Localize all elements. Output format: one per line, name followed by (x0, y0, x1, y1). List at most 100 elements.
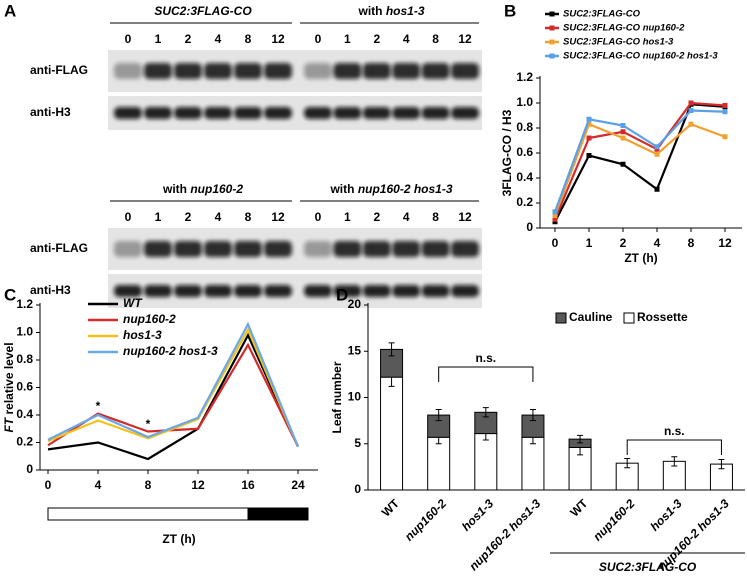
y-axis-label: 3FLAG-CO / H3 (500, 109, 514, 196)
band (234, 107, 262, 119)
group-label: with nup160-2 hos1-3 (329, 182, 452, 196)
y-tick-label: 0.6 (516, 145, 533, 159)
band (304, 63, 332, 79)
band (174, 63, 202, 79)
lane-label: 12 (458, 32, 472, 46)
bar-segment (521, 436, 545, 491)
error-bar (388, 342, 395, 357)
band (204, 63, 232, 79)
point (552, 216, 558, 222)
lane-label: 0 (125, 32, 132, 46)
point (620, 135, 626, 141)
band (264, 285, 292, 297)
band (304, 285, 332, 297)
series-line (47, 321, 300, 448)
band (204, 241, 232, 257)
y-tick-label: 0 (526, 220, 533, 234)
y-tick-label: 10 (348, 390, 362, 404)
y-tick-label: 0.8 (16, 352, 33, 366)
x-tick-label: 4 (654, 236, 661, 250)
band (304, 107, 332, 119)
x-tick-label: 4 (95, 478, 102, 492)
group-prefix: with (329, 182, 354, 196)
legend-marker (549, 39, 555, 45)
bracket (438, 366, 534, 382)
legend-swatch (555, 312, 567, 324)
series-line (47, 327, 300, 448)
band (333, 285, 362, 297)
panel-label: A (4, 1, 16, 20)
annotation: n.s. (664, 424, 685, 438)
band (421, 107, 450, 119)
x-tick-label: 16 (241, 478, 255, 492)
x-tick-label: 8 (145, 478, 152, 492)
legend-label: nup160-2 hos1-3 (123, 344, 218, 358)
band (114, 63, 142, 79)
band (174, 107, 202, 119)
series-line (553, 109, 726, 213)
band (421, 63, 450, 79)
series-line (553, 122, 726, 216)
lane-label: 0 (125, 210, 132, 224)
lane-label: 8 (432, 210, 439, 224)
series-line (553, 101, 726, 220)
panel-label: D (336, 285, 348, 304)
y-tick-label: 0.2 (16, 435, 33, 449)
series-line (554, 103, 726, 223)
legend-label: Cauline (569, 310, 613, 324)
legend-label: Rossette (637, 310, 688, 324)
lane-label: 8 (432, 32, 439, 46)
x-axis-label: ZT (h) (624, 251, 657, 265)
band (392, 241, 421, 257)
legend-marker (549, 11, 555, 17)
y-axis-label: FT relative level (2, 342, 16, 432)
point (620, 129, 626, 135)
band (234, 241, 262, 257)
band (362, 285, 391, 297)
band (392, 285, 421, 297)
x-tick-label: 24 (291, 478, 305, 492)
band (204, 107, 232, 119)
band (114, 241, 142, 257)
band (451, 241, 479, 257)
annotation: * (146, 417, 151, 431)
y-tick-label: 5 (354, 436, 361, 450)
y-tick-label: 1.0 (16, 325, 33, 339)
point (688, 121, 694, 127)
series-line (47, 332, 300, 461)
lane-label: 1 (155, 210, 162, 224)
y-label-gene: FT (2, 416, 16, 432)
lane-label: 0 (315, 210, 322, 224)
x-tick-label: 0 (45, 478, 52, 492)
band (421, 285, 450, 297)
legend-label: WT (123, 296, 143, 310)
band (392, 107, 421, 119)
row-label: anti-H3 (30, 283, 71, 297)
lane-label: 2 (185, 210, 192, 224)
point (586, 153, 592, 158)
error-bar (577, 434, 584, 444)
group-prefix: with (162, 182, 187, 196)
lane-label: 2 (185, 32, 192, 46)
y-tick-label: 1.0 (516, 95, 533, 109)
bracket (626, 439, 722, 456)
point (586, 121, 592, 127)
lane-label: 8 (245, 32, 252, 46)
y-tick-label: 1.2 (516, 70, 533, 84)
x-tick-label: nup160-2 (402, 496, 449, 543)
y-tick-label: 0.2 (516, 195, 533, 209)
group-name: nup160-2 (190, 182, 243, 196)
band (264, 63, 292, 79)
light-period (47, 507, 249, 521)
error-bar (624, 458, 631, 469)
band (362, 241, 391, 257)
point (552, 209, 558, 215)
lane-label: 0 (315, 32, 322, 46)
point (722, 134, 728, 140)
group-label: SUC2:3FLAG-CO (154, 4, 252, 18)
point (688, 108, 694, 113)
dark-period (247, 507, 309, 521)
group-name: nup160-2 hos1-3 (358, 182, 453, 196)
bar-segment (474, 433, 498, 491)
lane-label: 1 (344, 210, 351, 224)
